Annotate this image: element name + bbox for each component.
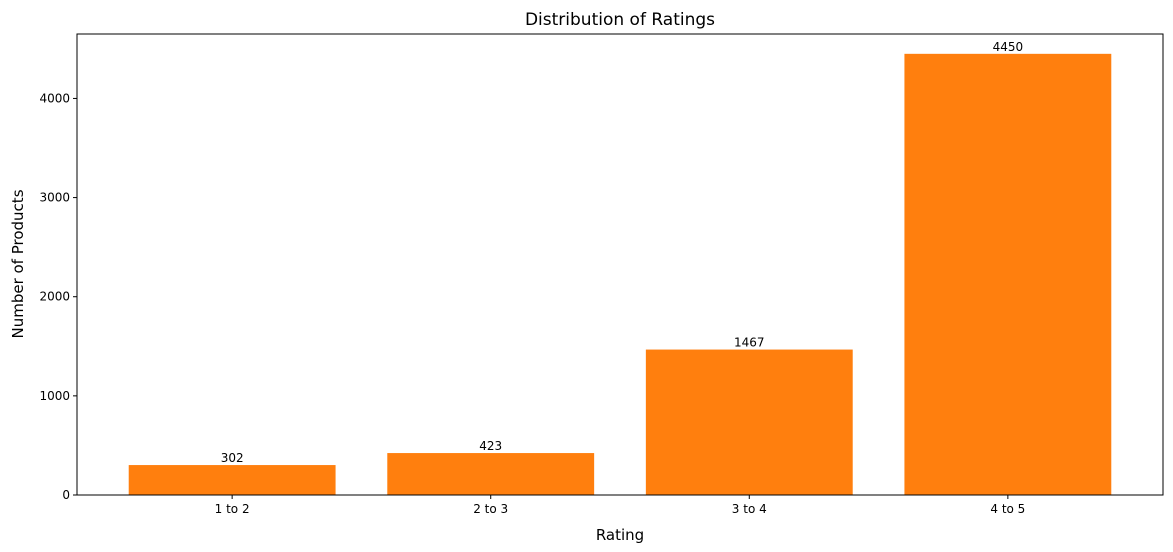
y-tick-label: 3000 [39,191,70,205]
bar-4-to-5 [904,53,1112,496]
data-labels: 302 423 1467 4450 [221,40,1023,465]
bar-2-to-3 [387,453,595,495]
bar-3-to-4 [645,349,853,495]
y-tick-label: 1000 [39,389,70,403]
y-axis-label: Number of Products [9,189,27,338]
chart-title: Distribution of Ratings [525,10,715,30]
plot-frame [76,33,1164,496]
y-tick-label: 4000 [39,91,70,105]
data-label: 423 [479,439,502,453]
x-tick-label: 2 to 3 [473,502,508,516]
x-tick-label: 3 to 4 [732,502,767,516]
x-tick-label: 4 to 5 [990,502,1025,516]
x-tick-label: 1 to 2 [215,502,250,516]
data-label: 4450 [993,40,1024,54]
bars [128,53,1112,496]
data-label: 302 [221,451,244,465]
data-label: 1467 [734,336,765,350]
x-axis-label: Rating [596,526,644,544]
y-tick-label: 0 [62,488,70,502]
y-axis-ticks: 0 1000 2000 3000 4000 [39,91,77,502]
y-tick-label: 2000 [39,290,70,304]
x-axis-ticks: 1 to 2 2 to 3 3 to 4 4 to 5 [215,495,1025,516]
bar-1-to-2 [128,465,336,495]
